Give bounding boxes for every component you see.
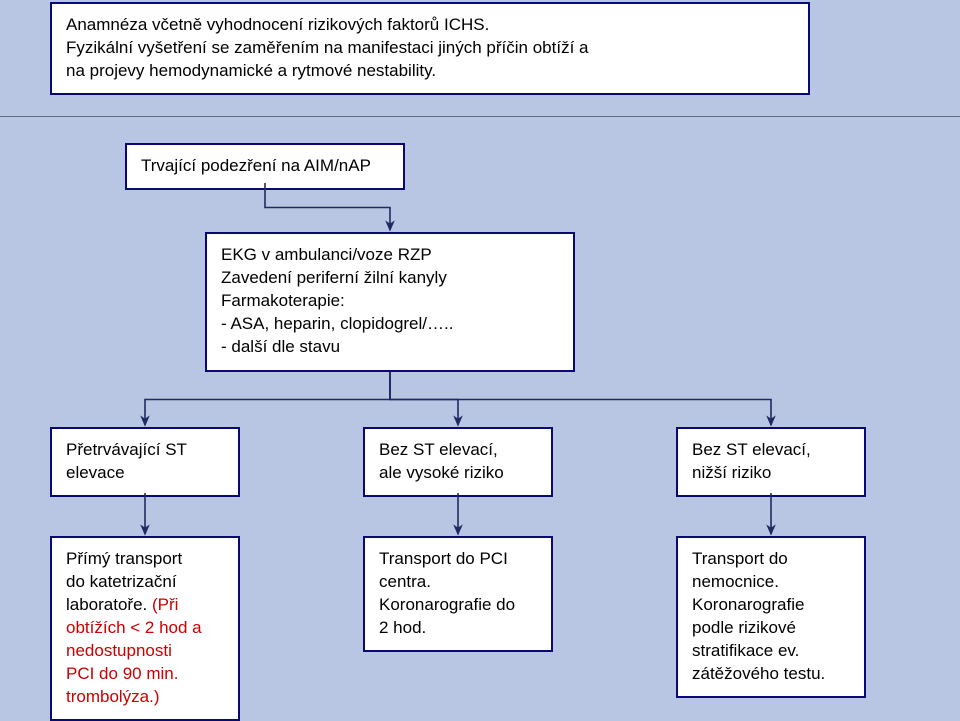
- text-line: Přímý transport: [66, 548, 224, 571]
- box-st-elevace: Přetrvávající STelevace: [50, 427, 240, 497]
- box-anamneza: Anamnéza včetně vyhodnocení rizikových f…: [50, 2, 810, 95]
- text-line: Trvající podezření na AIM/nAP: [141, 155, 389, 178]
- text-line: stratifikace ev.: [692, 640, 850, 663]
- connector-arrow: [265, 183, 390, 230]
- text-line: Transport do PCI: [379, 548, 537, 571]
- text-line: ale vysoké riziko: [379, 462, 537, 485]
- text-line: Bez ST elevací,: [379, 439, 537, 462]
- connector-arrow: [390, 372, 458, 425]
- text-line: 2 hod.: [379, 617, 537, 640]
- text-line: Transport do: [692, 548, 850, 571]
- box-transport-katetrizacni: Přímý transportdo katetrizačnílaboratoře…: [50, 536, 240, 721]
- divider-line: [0, 116, 960, 117]
- text-line: Fyzikální vyšetření se zaměřením na mani…: [66, 37, 794, 60]
- text-line: nemocnice.: [692, 571, 850, 594]
- text-line: Bez ST elevací,: [692, 439, 850, 462]
- connector-arrow: [390, 372, 771, 425]
- text-line: podle rizikové: [692, 617, 850, 640]
- text-line-append: (Při: [152, 595, 178, 614]
- text-line: do katetrizační: [66, 571, 224, 594]
- text-line: obtížích < 2 hod a: [66, 617, 224, 640]
- text-line: - další dle stavu: [221, 336, 559, 359]
- text-line: EKG v ambulanci/voze RZP: [221, 244, 559, 267]
- box-bez-st-nizsi: Bez ST elevací,nižší riziko: [676, 427, 866, 497]
- text-line: Koronarografie: [692, 594, 850, 617]
- text-line: Přetrvávající ST: [66, 439, 224, 462]
- text-line: elevace: [66, 462, 224, 485]
- box-trvajici-podezreni: Trvající podezření na AIM/nAP: [125, 143, 405, 190]
- connector-arrow: [145, 372, 390, 425]
- text-line: nižší riziko: [692, 462, 850, 485]
- text-line: centra.: [379, 571, 537, 594]
- text-line: trombolýza.): [66, 686, 224, 709]
- box-transport-pci: Transport do PCIcentra.Koronarografie do…: [363, 536, 553, 652]
- box-ekg: EKG v ambulanci/voze RZPZavedení perifer…: [205, 232, 575, 372]
- text-line: Zavedení periferní žilní kanyly: [221, 267, 559, 290]
- text-line: nedostupnosti: [66, 640, 224, 663]
- text-line: - ASA, heparin, clopidogrel/…..: [221, 313, 559, 336]
- text-line: na projevy hemodynamické a rytmové nesta…: [66, 60, 794, 83]
- text-line: laboratoře. (Při: [66, 594, 224, 617]
- box-bez-st-vysoke: Bez ST elevací,ale vysoké riziko: [363, 427, 553, 497]
- box-transport-nemocnice: Transport donemocnice.Koronarografiepodl…: [676, 536, 866, 698]
- text-line: Farmakoterapie:: [221, 290, 559, 313]
- text-line: zátěžového testu.: [692, 663, 850, 686]
- text-line: Anamnéza včetně vyhodnocení rizikových f…: [66, 14, 794, 37]
- text-line: PCI do 90 min.: [66, 663, 224, 686]
- text-line: Koronarografie do: [379, 594, 537, 617]
